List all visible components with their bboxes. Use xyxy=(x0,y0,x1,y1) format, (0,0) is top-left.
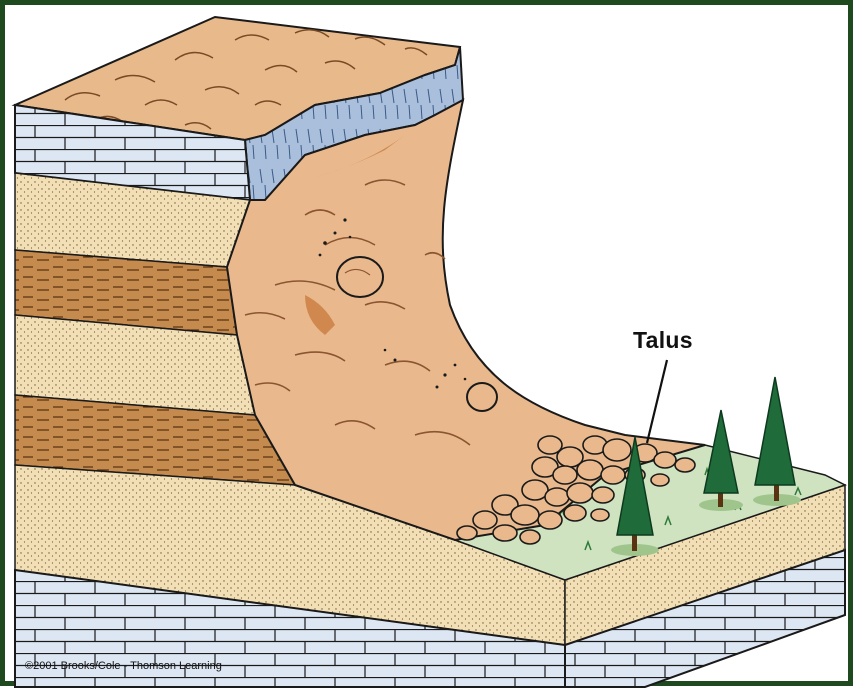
tree xyxy=(611,436,659,556)
tree xyxy=(753,376,801,506)
talus-label: Talus xyxy=(633,327,693,353)
talus-block-diagram xyxy=(11,15,847,688)
falling-boulder xyxy=(466,382,498,412)
falling-boulder xyxy=(336,256,384,298)
copyright-notice: ©2001 Brooks/Cole - Thomson Learning xyxy=(25,660,222,672)
tree xyxy=(699,409,743,511)
talus-leader-line xyxy=(645,359,669,444)
debris-dots xyxy=(318,218,467,389)
rockfall-slope xyxy=(225,98,706,542)
